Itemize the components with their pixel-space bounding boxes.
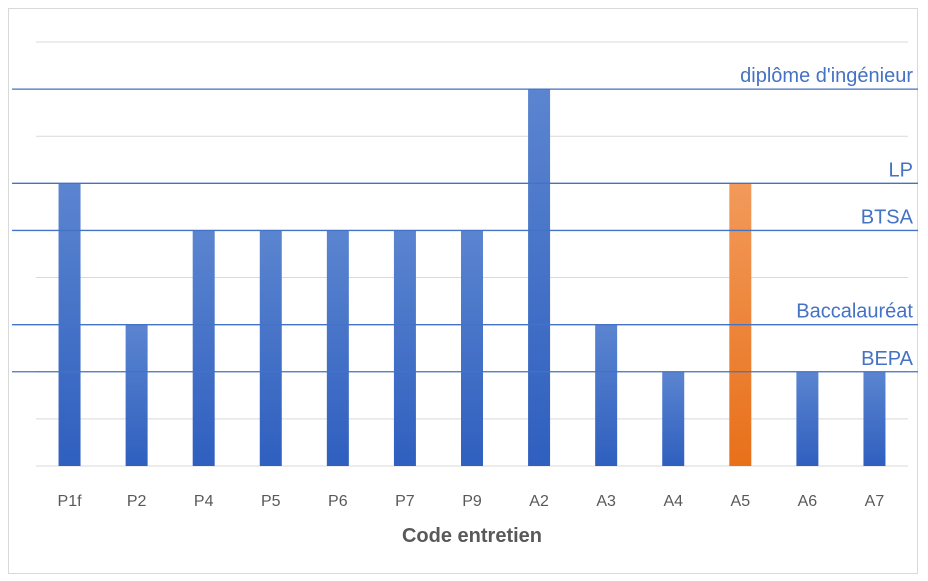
x-tick-label: P4 xyxy=(194,493,214,510)
bar-p5 xyxy=(259,230,282,466)
x-tick-label: P6 xyxy=(328,493,348,510)
bar-p9 xyxy=(461,230,483,466)
x-tick-label: P2 xyxy=(127,493,147,510)
bar-a7 xyxy=(863,371,886,466)
bar-a2 xyxy=(528,89,551,466)
bar-p2 xyxy=(125,324,148,466)
x-tick-label: P5 xyxy=(261,493,281,510)
reference-level-label: BEPA xyxy=(861,348,914,370)
reference-level-label: diplôme d'ingénieur xyxy=(740,65,913,87)
bar-a4 xyxy=(662,371,685,466)
reference-level-label: BTSA xyxy=(861,206,914,228)
x-axis-title: Code entretien xyxy=(402,525,542,547)
bar-p7 xyxy=(393,230,416,466)
reference-level-label: Baccalauréat xyxy=(796,301,913,323)
x-tick-label: P1f xyxy=(58,493,83,510)
bar-a6 xyxy=(796,371,819,466)
x-tick-label: A7 xyxy=(865,493,885,510)
bar-a3 xyxy=(595,324,618,466)
x-tick-label: A3 xyxy=(596,493,616,510)
reference-lines xyxy=(12,88,918,373)
x-tick-label: A5 xyxy=(731,493,751,510)
x-tick-label: P7 xyxy=(395,493,415,510)
bar-p6 xyxy=(326,230,349,466)
bar-p4 xyxy=(192,230,215,466)
labels: P1f P2 P4 P5 P6 P7 P9 A2 A3 A4 A5 A6 A7 diplôme d'ing… xyxy=(58,65,914,510)
x-tick-label: A6 xyxy=(798,493,818,510)
x-tick-label: A2 xyxy=(529,493,549,510)
x-tick-label: A4 xyxy=(663,493,683,510)
reference-level-label: LP xyxy=(889,159,913,181)
x-tick-label: P9 xyxy=(462,493,482,510)
